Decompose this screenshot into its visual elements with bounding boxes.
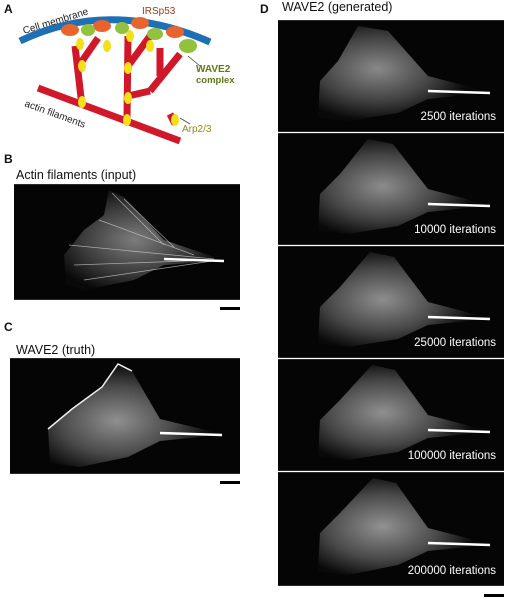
panel-b-letter: B [4, 152, 13, 166]
scale-bar-b [220, 307, 240, 310]
actin-filaments [36, 33, 183, 145]
iteration-label-2500: 2500 iterations [420, 111, 496, 123]
iteration-label-10000: 10000 iterations [414, 224, 496, 236]
scale-bar-d [484, 594, 504, 597]
irsp53-proteins [61, 17, 184, 38]
scale-bar-c [220, 481, 240, 484]
panel-a-letter: A [4, 2, 13, 16]
panel-c-letter: C [4, 320, 13, 334]
iteration-label-100000: 100000 iterations [407, 450, 496, 462]
generated-image-2500: 2500 iterations [278, 20, 504, 132]
wave2-label-line1: WAVE2 [196, 64, 231, 75]
wave2-complexes [81, 22, 197, 53]
panel-d-title: WAVE2 (generated) [282, 0, 393, 14]
wave2-label-line2: complex [196, 75, 235, 86]
arp-complexes [76, 30, 179, 126]
generated-image-100000: 100000 iterations [278, 359, 504, 471]
arp-label: Arp2/3 [182, 124, 212, 135]
irsp53-label: IRSp53 [142, 6, 176, 17]
panel-b-title: Actin filaments (input) [16, 168, 137, 182]
generated-image-25000: 25000 iterations [278, 246, 504, 358]
iteration-label-25000: 25000 iterations [414, 337, 496, 349]
cell-diagram: Cell membrane IRSp53 WAVE2 complex actin… [18, 6, 235, 145]
cell-membrane-arc [18, 16, 212, 46]
actin-micrograph [14, 184, 240, 300]
generated-image-200000: 200000 iterations [278, 472, 504, 586]
generated-image-10000: 10000 iterations [278, 133, 504, 245]
wave2-truth-micrograph [10, 358, 240, 474]
panel-c-title: WAVE2 (truth) [16, 343, 96, 357]
panel-d-letter: D [260, 2, 269, 16]
iteration-label-200000: 200000 iterations [407, 565, 496, 577]
